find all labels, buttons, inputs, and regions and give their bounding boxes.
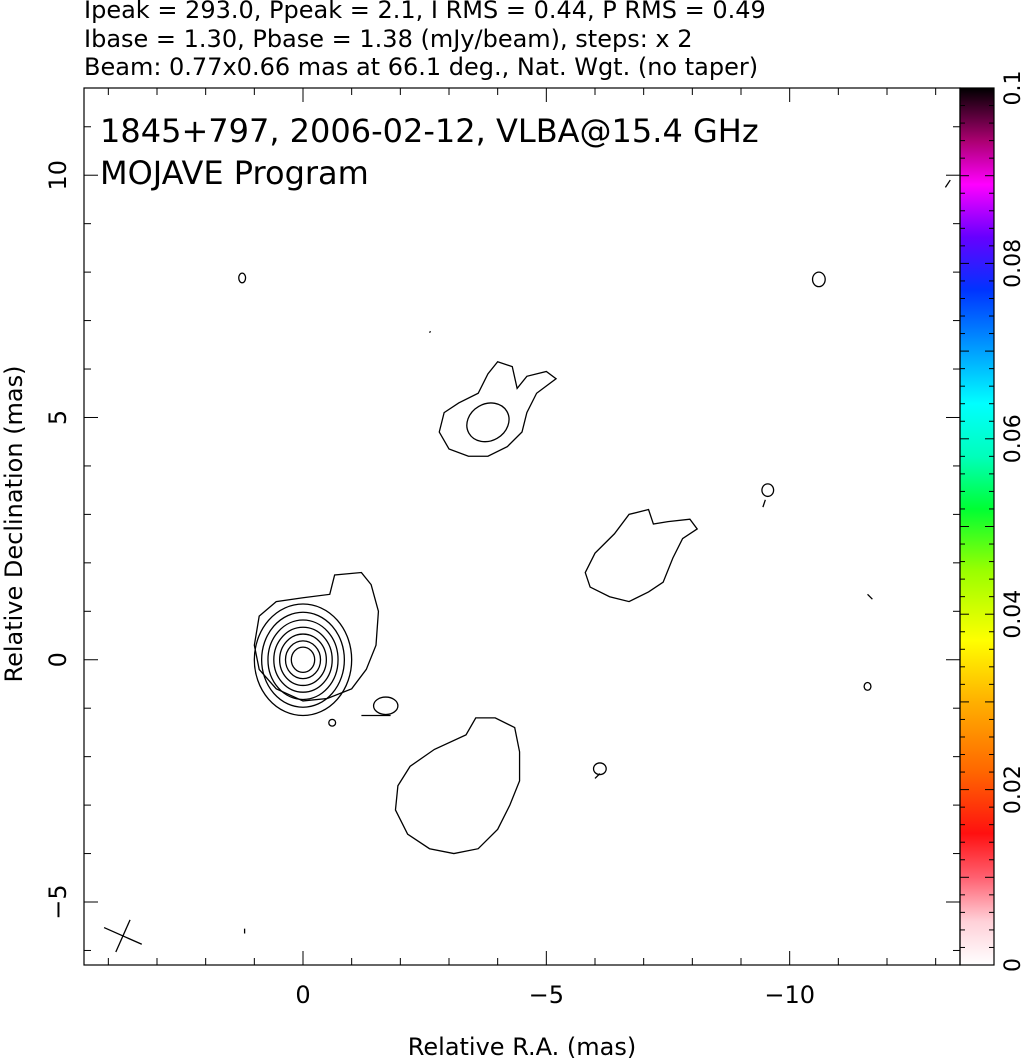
annotation-line-2: MOJAVE Program — [100, 154, 369, 192]
colorbar-tick-label: 0.08 — [1001, 239, 1022, 288]
jet-component-inner-contour — [466, 402, 510, 443]
beam-minor-axis — [115, 919, 131, 953]
noise-contour — [761, 483, 775, 498]
plot-frame — [83, 87, 961, 966]
y-tick-label: 5 — [44, 410, 72, 425]
header-line-3: Beam: 0.77x0.66 mas at 66.1 deg., Nat. W… — [84, 53, 759, 81]
annotation-line-1: 1845+797, 2006-02-12, VLBA@15.4 GHz — [100, 112, 759, 150]
noise-contour — [762, 499, 766, 508]
x-axis-label: Relative R.A. (mas) — [408, 1033, 636, 1061]
y-tick-label: −5 — [44, 884, 72, 919]
jet-component-contour — [584, 508, 699, 603]
core-outer-contour — [253, 571, 380, 702]
colorbar-tick-label: 0.04 — [1001, 590, 1022, 639]
noise-contour — [811, 271, 826, 288]
colorbar-tick-label: 0 — [1001, 958, 1022, 972]
axis-ticks — [84, 88, 960, 965]
y-axis-label: Relative Declination (mas) — [0, 365, 28, 682]
x-tick-label: 0 — [295, 981, 310, 1009]
noise-contour — [944, 179, 951, 188]
colorbar-tick-label: 0.1 — [1001, 71, 1022, 106]
core-contour — [284, 640, 322, 680]
colorbar-tick-label: 0.06 — [1001, 414, 1022, 463]
core-contour — [290, 646, 316, 673]
core-contour — [278, 633, 328, 687]
noise-contour — [372, 696, 399, 716]
colorbar-tick-label: 0.02 — [1001, 765, 1022, 814]
noise-contour — [592, 762, 607, 776]
y-tick-label: 0 — [44, 652, 72, 667]
jet-component-contour — [394, 717, 521, 855]
colorbar: 0 0.02 0.04 0.06 0.08 0.1 — [959, 71, 1022, 972]
contour-map — [103, 179, 951, 953]
header-line-2: Ibase = 1.30, Pbase = 1.38 (mJy/beam), s… — [84, 25, 693, 53]
noise-contour — [863, 681, 872, 691]
y-tick-label: 10 — [44, 160, 72, 191]
core-contour — [260, 611, 346, 708]
core-contour — [253, 603, 353, 717]
noise-contour — [594, 773, 601, 779]
core-contour — [267, 619, 339, 701]
jet-component-contour — [438, 361, 558, 457]
axis-labels: 0 −5 −10 −5 0 5 10 — [44, 160, 815, 1009]
noise-contour — [867, 593, 873, 600]
x-tick-label: −10 — [764, 981, 815, 1009]
noise-contour — [328, 718, 337, 727]
header-line-1: Ipeak = 293.0, Ppeak = 2.1, I RMS = 0.44… — [84, 0, 766, 24]
noise-contour — [238, 272, 247, 284]
core-contour — [273, 626, 333, 693]
x-tick-label: −5 — [529, 981, 564, 1009]
noise-contour — [428, 330, 432, 334]
